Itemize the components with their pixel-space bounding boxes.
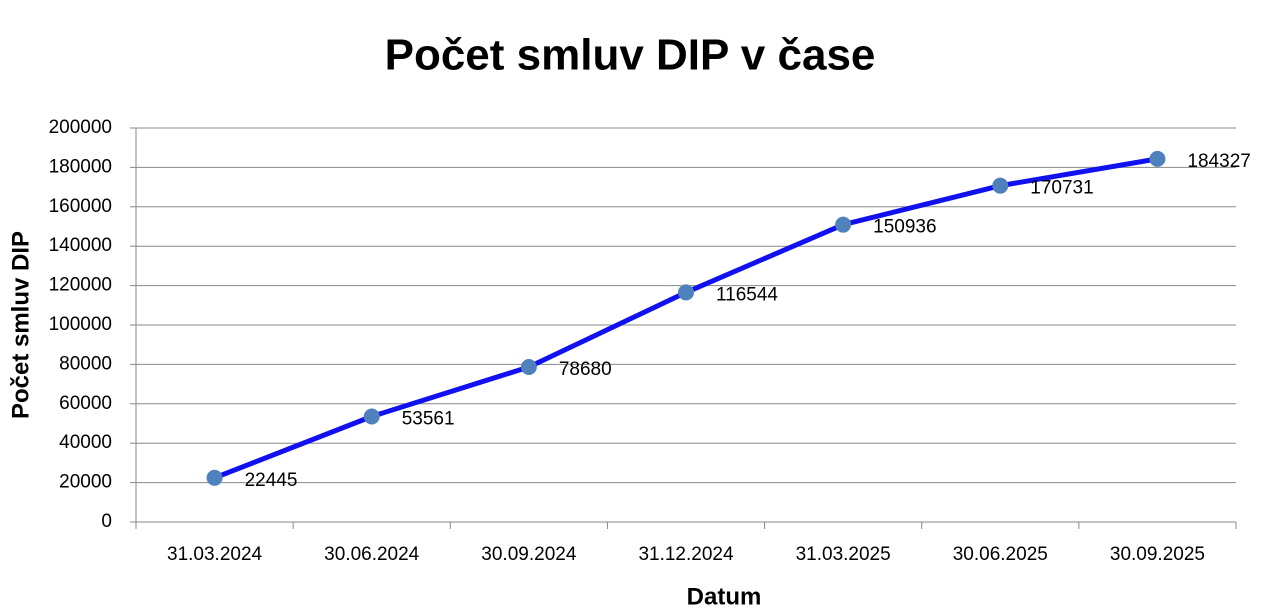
marker (363, 408, 380, 425)
y-tick-label: 180000 (49, 156, 112, 177)
y-tick-label: 80000 (59, 353, 112, 374)
marker (835, 216, 852, 233)
y-tick-label: 160000 (49, 196, 112, 217)
y-axis-title: Počet smluv DIP (7, 231, 34, 419)
x-tick-label: 30.06.2025 (953, 544, 1048, 565)
data-label: 78680 (559, 359, 612, 380)
data-label: 170731 (1030, 178, 1093, 199)
x-tick-label: 31.03.2025 (796, 544, 891, 565)
data-label: 150936 (873, 217, 936, 238)
x-tick-label: 31.12.2024 (638, 544, 734, 565)
marker (992, 177, 1009, 194)
marker (1149, 150, 1166, 167)
y-tick-label: 0 (101, 511, 112, 532)
y-tick-label: 60000 (59, 393, 112, 414)
marker (678, 284, 694, 301)
y-tick-label: 140000 (49, 235, 112, 256)
data-label: 116544 (716, 284, 778, 305)
y-tick-label: 100000 (49, 314, 112, 335)
x-axis-title: Datum (687, 583, 762, 610)
y-tick-label: 200000 (49, 117, 112, 138)
y-tick-label: 40000 (59, 432, 112, 453)
x-tick-label: 30.06.2024 (324, 544, 420, 565)
data-label: 184327 (1187, 151, 1250, 172)
data-label: 53561 (402, 409, 455, 430)
y-tick-label: 120000 (49, 275, 112, 296)
y-tick-label: 20000 (59, 472, 112, 493)
marker (206, 469, 223, 486)
x-tick-label: 31.03.2024 (167, 544, 263, 565)
marker (520, 359, 537, 376)
x-tick-label: 30.09.2025 (1110, 544, 1205, 565)
chart-title: Počet smluv DIP v čase (385, 31, 876, 80)
data-label: 22445 (245, 470, 298, 491)
x-tick-label: 30.09.2024 (481, 544, 577, 565)
